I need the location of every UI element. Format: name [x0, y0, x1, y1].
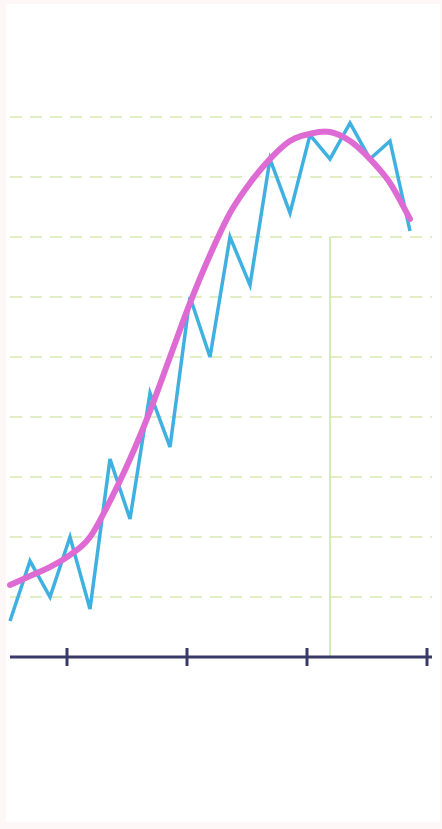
x-axis: [10, 648, 432, 666]
series-jagged-line: [8, 119, 412, 622]
series-layer: [7, 119, 413, 622]
grid-layer: [10, 116, 432, 598]
plot-area: [6, 4, 440, 822]
series-smooth-line: [7, 128, 413, 588]
